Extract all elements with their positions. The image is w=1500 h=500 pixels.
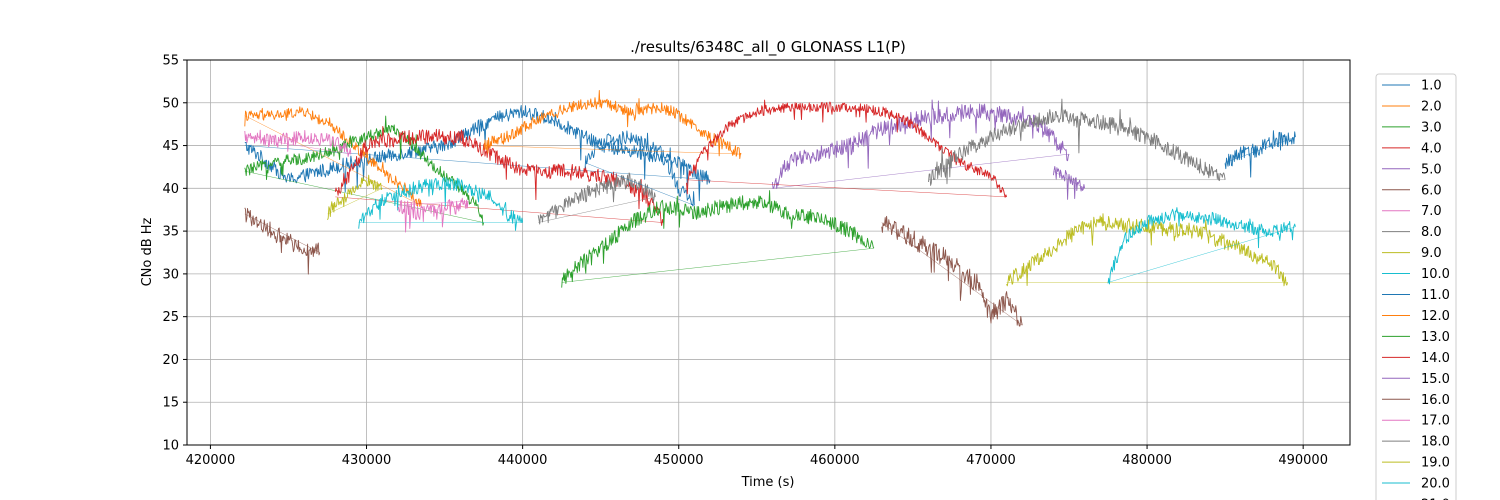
series-line-2.0 xyxy=(244,106,422,207)
legend-label: 15.0 xyxy=(1421,372,1450,387)
series-line-11.0 xyxy=(584,130,695,207)
series-line-17.0 xyxy=(397,197,469,233)
x-tick-label: 430000 xyxy=(342,453,392,468)
series-gap-connector xyxy=(244,115,422,206)
series-gap-connector xyxy=(1225,136,1296,163)
y-axis-label: CNo dB Hz xyxy=(140,217,155,286)
legend-label: 11.0 xyxy=(1421,288,1450,303)
series-gap-connector xyxy=(397,200,469,206)
legend-label: 19.0 xyxy=(1421,456,1450,471)
plot-frame xyxy=(186,59,1351,446)
y-tick-label: 20 xyxy=(162,353,179,368)
legend-box xyxy=(1375,73,1457,500)
legend-label: 14.0 xyxy=(1421,351,1450,366)
x-tick-label: 480000 xyxy=(1122,453,1172,468)
series-gap-connector xyxy=(244,213,320,253)
y-tick-label: 45 xyxy=(162,139,179,154)
series-gap-connector xyxy=(244,145,710,181)
series-gap-connector xyxy=(686,179,1007,198)
x-tick-label: 420000 xyxy=(186,453,236,468)
series-gap-connector xyxy=(244,136,351,155)
legend-label: 4.0 xyxy=(1421,141,1442,156)
series-gap-connector xyxy=(881,222,1023,326)
legend-label: 12.0 xyxy=(1421,309,1450,324)
series-line-18.0 xyxy=(928,98,1226,186)
legend-label: 2.0 xyxy=(1421,99,1442,114)
series-line-10.0 xyxy=(358,177,524,231)
legend-label: 16.0 xyxy=(1421,393,1450,408)
y-tick-label: 25 xyxy=(162,310,179,325)
legend-label: 20.0 xyxy=(1421,477,1450,492)
series-line-16.0 xyxy=(881,215,1023,327)
series-gap-connector xyxy=(1107,226,1296,283)
series-line-13.0 xyxy=(561,190,875,288)
legend-label: 18.0 xyxy=(1421,435,1450,450)
legend-label: 17.0 xyxy=(1421,414,1450,429)
series-gap-connector xyxy=(538,196,656,223)
y-tick-label: 55 xyxy=(162,54,179,69)
series-gap-connector xyxy=(327,188,383,215)
legend-label: 5.0 xyxy=(1421,162,1442,177)
axis-ticks: 420000 430000 440000 450000 460000 470000 4800… xyxy=(162,54,1328,469)
y-tick-label: 10 xyxy=(162,439,179,454)
series-gap-connector xyxy=(772,153,1070,189)
x-tick-label: 440000 xyxy=(498,453,548,468)
series-line-15.0 xyxy=(1052,165,1086,200)
y-tick-label: 35 xyxy=(162,225,179,240)
series-line-9.0 xyxy=(327,174,383,220)
legend-label: 6.0 xyxy=(1421,183,1442,198)
legend-label: 9.0 xyxy=(1421,246,1442,261)
x-axis-label: Time (s) xyxy=(741,475,795,490)
legend: 1.0 2.0 3.0 4.0 5.0 6.0 7.0 8.0 9.0 10.0 11.0 12.0 1… xyxy=(1375,73,1457,500)
series-line-8.0 xyxy=(537,172,656,225)
grid xyxy=(187,59,1350,446)
legend-label: 13.0 xyxy=(1421,330,1450,345)
series-gap-connector xyxy=(561,247,874,283)
legend-label: 8.0 xyxy=(1421,225,1442,240)
series-lines xyxy=(244,89,1296,327)
y-tick-label: 40 xyxy=(162,182,179,197)
series-gap-connector xyxy=(584,162,695,206)
series-gap-connector xyxy=(483,145,742,155)
y-tick-label: 50 xyxy=(162,96,179,111)
legend-label: 21.0 xyxy=(1421,498,1450,500)
y-tick-label: 30 xyxy=(162,267,179,282)
x-tick-label: 470000 xyxy=(966,453,1016,468)
series-line-5.0 xyxy=(771,99,1070,190)
y-tick-label: 15 xyxy=(162,396,179,411)
legend-label: 1.0 xyxy=(1421,79,1442,94)
series-line-21.0 xyxy=(1224,130,1296,178)
series-line-4.0 xyxy=(334,125,664,226)
series-gap-connector xyxy=(335,196,664,223)
series-line-1.0 xyxy=(244,105,711,202)
x-tick-label: 450000 xyxy=(654,453,704,468)
legend-label: 3.0 xyxy=(1421,120,1442,135)
series-line-3.0 xyxy=(244,115,485,226)
x-tick-label: 460000 xyxy=(810,453,860,468)
series-line-19.0 xyxy=(1006,213,1289,287)
x-tick-label: 490000 xyxy=(1278,453,1328,468)
legend-label: 10.0 xyxy=(1421,267,1450,282)
series-line-20.0 xyxy=(1107,207,1296,285)
series-line-6.0 xyxy=(244,207,321,275)
chart-title: ./results/6348C_all_0 GLONASS L1(P) xyxy=(630,38,906,57)
legend-label: 7.0 xyxy=(1421,204,1442,219)
series-line-12.0 xyxy=(483,89,742,160)
